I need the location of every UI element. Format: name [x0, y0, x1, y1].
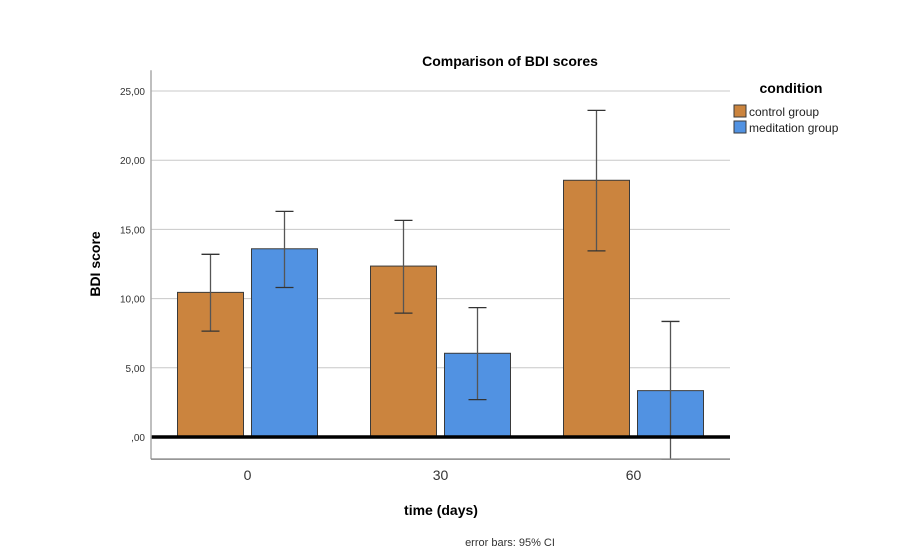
legend-label: meditation group: [749, 121, 839, 135]
legend-swatch: [733, 104, 747, 118]
y-axis-label: BDI score: [87, 231, 103, 297]
y-tick-label: 20,00: [120, 156, 145, 167]
x-tick-label: 0: [244, 467, 252, 483]
error-bars-note: error bars: 95% CI: [465, 537, 555, 549]
x-tick-label: 60: [626, 467, 642, 483]
legend-label: control group: [749, 105, 819, 119]
x-tick-label: 30: [433, 467, 449, 483]
legend: condition control group meditation group: [733, 80, 839, 135]
legend-title: condition: [760, 80, 823, 96]
x-tick-labels: 0 30 60: [244, 467, 642, 483]
chart-title: Comparison of BDI scores: [422, 53, 598, 69]
y-tick-labels: ,00 5,00 10,00 15,00 20,00 25,00: [120, 87, 145, 444]
bars: [177, 179, 704, 438]
legend-swatch: [733, 120, 747, 134]
x-axis-label: time (days): [404, 502, 478, 518]
y-tick-label: 25,00: [120, 87, 145, 98]
y-tick-label: 5,00: [126, 364, 146, 375]
y-tick-label: ,00: [131, 433, 145, 444]
y-tick-label: 15,00: [120, 225, 145, 236]
y-tick-label: 10,00: [120, 295, 145, 306]
gridlines: [151, 90, 730, 369]
